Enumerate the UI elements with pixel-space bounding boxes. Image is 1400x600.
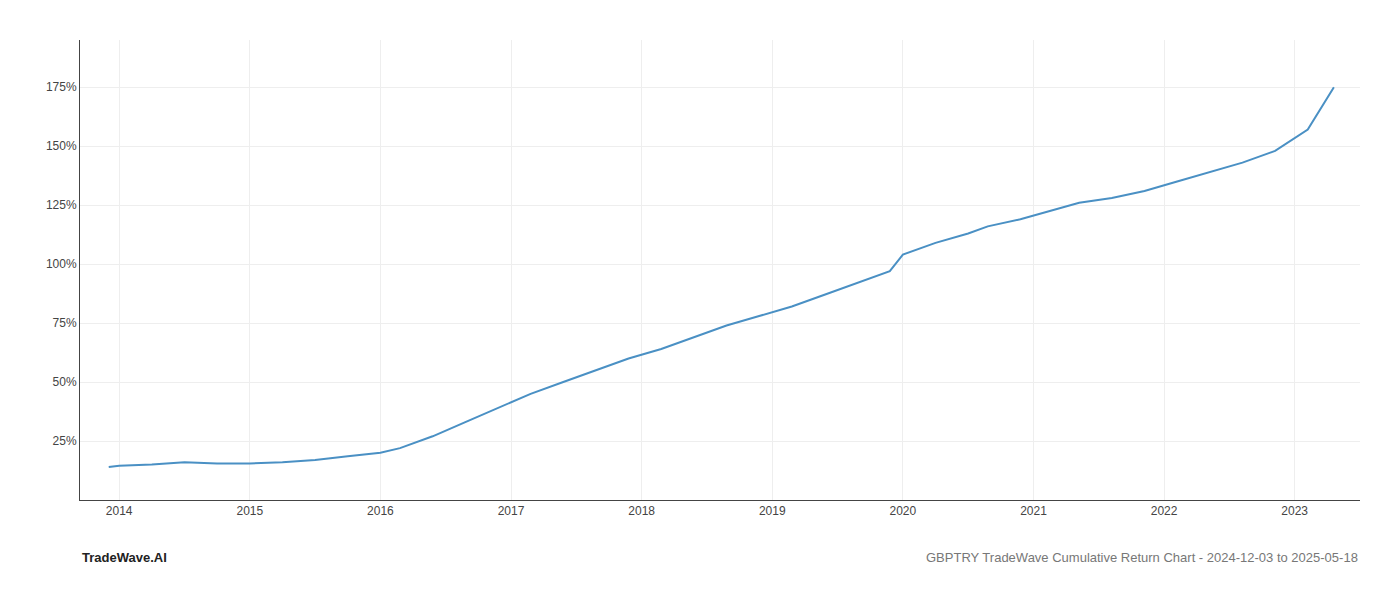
svg-text:TradeWave.AI: TradeWave.AI	[82, 550, 167, 565]
svg-text:2020: 2020	[890, 504, 917, 518]
svg-text:2014: 2014	[106, 504, 133, 518]
svg-text:175%: 175%	[46, 80, 77, 94]
svg-text:2018: 2018	[628, 504, 655, 518]
svg-text:2017: 2017	[498, 504, 525, 518]
svg-text:75%: 75%	[53, 316, 77, 330]
svg-text:2023: 2023	[1281, 504, 1308, 518]
svg-text:150%: 150%	[46, 139, 77, 153]
svg-text:25%: 25%	[53, 434, 77, 448]
svg-text:125%: 125%	[46, 198, 77, 212]
svg-text:2016: 2016	[367, 504, 394, 518]
svg-text:2021: 2021	[1020, 504, 1047, 518]
svg-text:50%: 50%	[53, 375, 77, 389]
svg-text:2015: 2015	[236, 504, 263, 518]
svg-text:GBPTRY TradeWave Cumulative Re: GBPTRY TradeWave Cumulative Return Chart…	[926, 550, 1358, 565]
svg-text:100%: 100%	[46, 257, 77, 271]
svg-text:2022: 2022	[1151, 504, 1178, 518]
svg-text:2019: 2019	[759, 504, 786, 518]
